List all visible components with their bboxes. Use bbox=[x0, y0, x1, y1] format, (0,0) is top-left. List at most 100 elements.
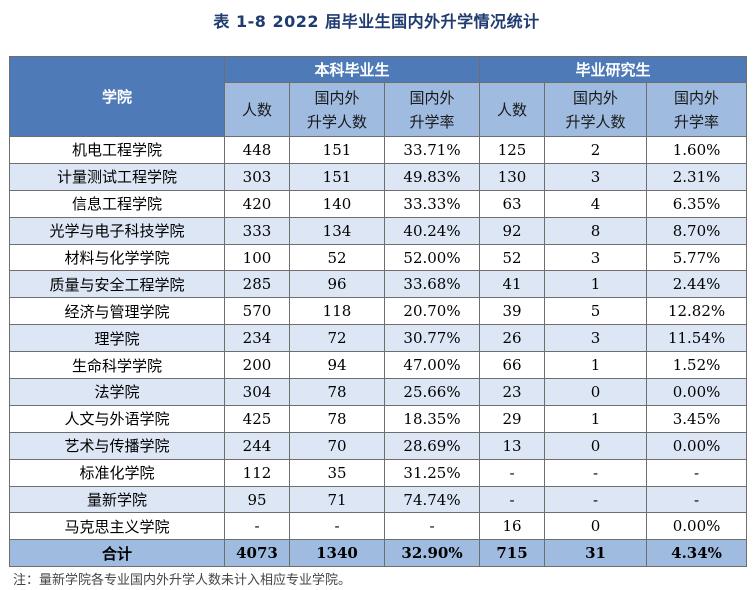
grad-count: 39 bbox=[479, 297, 546, 326]
grad-count: 26 bbox=[479, 324, 546, 353]
grad-count: 63 bbox=[479, 189, 546, 218]
grad-admitted: - bbox=[544, 458, 648, 487]
college-name: 生命科学学院 bbox=[9, 351, 225, 380]
total-row: 合计 4073 1340 32.90% 715 31 4.34% bbox=[9, 539, 748, 568]
grad-rate: 0.00% bbox=[646, 378, 748, 406]
table-row: 材料与化学学院 100 52 52.00% 52 3 5.77% bbox=[9, 243, 748, 272]
grad-admitted: 1 bbox=[544, 404, 648, 433]
grad-admitted: 5 bbox=[544, 297, 648, 326]
undergrad-admitted: 151 bbox=[289, 162, 385, 191]
undergrad-rate: 49.83% bbox=[383, 162, 481, 191]
undergrad-rate: 40.24% bbox=[383, 216, 481, 245]
footnote: 注：量新学院各专业国内外升学人数未计入相应专业学院。 bbox=[13, 573, 352, 588]
undergrad-admitted: 71 bbox=[289, 485, 385, 514]
college-name: 材料与化学学院 bbox=[9, 243, 225, 272]
undergrad-rate: 30.77% bbox=[383, 324, 481, 353]
undergrad-count: 333 bbox=[224, 216, 290, 245]
grad-rate: 2.31% bbox=[646, 162, 748, 191]
undergrad-admitted: 52 bbox=[289, 243, 385, 272]
college-name: 机电工程学院 bbox=[9, 136, 225, 164]
college-name: 人文与外语学院 bbox=[9, 404, 225, 433]
grad-admitted: 0 bbox=[544, 431, 648, 460]
college-name: 质量与安全工程学院 bbox=[9, 270, 225, 299]
total-grad-rate: 4.34% bbox=[646, 539, 748, 568]
grad-count: - bbox=[479, 485, 546, 514]
total-grad-admitted: 31 bbox=[544, 539, 648, 568]
college-name: 马克思主义学院 bbox=[9, 512, 225, 541]
grad-admitted: 3 bbox=[544, 243, 648, 272]
college-name: 光学与电子科技学院 bbox=[9, 216, 225, 245]
grad-rate: 2.44% bbox=[646, 270, 748, 299]
grad-admitted: 8 bbox=[544, 216, 648, 245]
undergrad-count: 200 bbox=[224, 351, 290, 380]
grad-group-header: 毕业研究生 bbox=[479, 56, 748, 83]
undergrad-count: 420 bbox=[224, 189, 290, 218]
table-row: 人文与外语学院 425 78 18.35% 29 1 3.45% bbox=[9, 404, 748, 433]
undergrad-count: 100 bbox=[224, 243, 290, 272]
college-name: 标准化学院 bbox=[9, 458, 225, 487]
grad-count-header: 人数 bbox=[479, 82, 546, 137]
undergrad-count: 304 bbox=[224, 378, 290, 406]
undergrad-rate: 20.70% bbox=[383, 297, 481, 326]
admission-table: 学院 本科毕业生 毕业研究生 人数 国内外 升学人数 国内外 升学率 人数 国内外升… bbox=[9, 56, 748, 568]
undergrad-admitted: 134 bbox=[289, 216, 385, 245]
undergrad-rate: 31.25% bbox=[383, 458, 481, 487]
undergrad-admitted-header: 国内外 升学人数 bbox=[289, 82, 385, 137]
undergrad-rate: 52.00% bbox=[383, 243, 481, 272]
undergrad-admitted: 96 bbox=[289, 270, 385, 299]
grad-rate: - bbox=[646, 458, 748, 487]
undergrad-rate: 18.35% bbox=[383, 404, 481, 433]
table-row: 信息工程学院 420 140 33.33% 63 4 6.35% bbox=[9, 189, 748, 218]
grad-count: 52 bbox=[479, 243, 546, 272]
college-header: 学院 bbox=[9, 56, 225, 137]
undergrad-admitted: 72 bbox=[289, 324, 385, 353]
undergrad-admitted: 78 bbox=[289, 378, 385, 406]
total-undergrad-rate: 32.90% bbox=[383, 539, 481, 568]
college-name: 经济与管理学院 bbox=[9, 297, 225, 326]
grad-rate: 6.35% bbox=[646, 189, 748, 218]
grad-admitted: 0 bbox=[544, 512, 648, 541]
grad-rate: 3.45% bbox=[646, 404, 748, 433]
undergrad-group-header: 本科毕业生 bbox=[223, 56, 481, 83]
college-name: 法学院 bbox=[9, 378, 225, 406]
undergrad-count: 570 bbox=[224, 297, 290, 326]
grad-admitted: 1 bbox=[544, 351, 648, 380]
table-row: 质量与安全工程学院 285 96 33.68% 41 1 2.44% bbox=[9, 270, 748, 299]
college-name: 量新学院 bbox=[9, 485, 225, 514]
undergrad-admitted: 35 bbox=[289, 458, 385, 487]
undergrad-admitted: 78 bbox=[289, 404, 385, 433]
undergrad-count: - bbox=[224, 512, 290, 541]
undergrad-rate: 33.33% bbox=[383, 189, 481, 218]
grad-rate: 0.00% bbox=[646, 512, 748, 541]
grad-rate: 5.77% bbox=[646, 243, 748, 272]
grad-count: - bbox=[479, 458, 546, 487]
total-undergrad-count: 4073 bbox=[224, 539, 290, 568]
undergrad-count: 425 bbox=[224, 404, 290, 433]
undergrad-count: 244 bbox=[224, 431, 290, 460]
undergrad-count: 95 bbox=[224, 485, 290, 514]
undergrad-count: 112 bbox=[224, 458, 290, 487]
grad-count: 16 bbox=[479, 512, 546, 541]
grad-count: 13 bbox=[479, 431, 546, 460]
total-grad-count: 715 bbox=[479, 539, 546, 568]
undergrad-admitted: 94 bbox=[289, 351, 385, 380]
undergrad-admitted: - bbox=[289, 512, 385, 541]
grad-rate: - bbox=[646, 485, 748, 514]
grad-count: 41 bbox=[479, 270, 546, 299]
undergrad-rate: 33.71% bbox=[383, 136, 481, 164]
undergrad-rate: 33.68% bbox=[383, 270, 481, 299]
college-name: 艺术与传播学院 bbox=[9, 431, 225, 460]
grad-admitted: - bbox=[544, 485, 648, 514]
grad-rate: 0.00% bbox=[646, 431, 748, 460]
college-name: 信息工程学院 bbox=[9, 189, 225, 218]
grad-count: 125 bbox=[479, 136, 546, 164]
grad-admitted: 4 bbox=[544, 189, 648, 218]
grad-count: 29 bbox=[479, 404, 546, 433]
undergrad-count: 285 bbox=[224, 270, 290, 299]
total-label: 合计 bbox=[9, 539, 225, 568]
undergrad-admitted: 151 bbox=[289, 136, 385, 164]
undergrad-count: 303 bbox=[224, 162, 290, 191]
table-row: 标准化学院 112 35 31.25% - - - bbox=[9, 458, 748, 487]
undergrad-count-header: 人数 bbox=[224, 82, 290, 137]
grad-rate: 1.60% bbox=[646, 136, 748, 164]
